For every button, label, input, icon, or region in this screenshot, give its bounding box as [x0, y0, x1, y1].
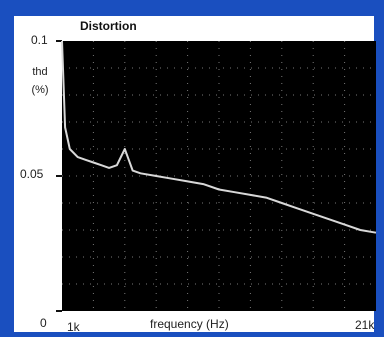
y-tick-label-0.1: 0.1 — [31, 33, 48, 47]
distortion-series-line — [61, 40, 377, 234]
chart-title: Distortion — [80, 19, 137, 33]
y-axis-label-line-2: (%) — [31, 84, 49, 96]
y-axis-label-line-1: thd — [32, 66, 48, 78]
x-tick-label-1k: 1k — [67, 320, 80, 334]
y-tick-label-0.05: 0.05 — [20, 167, 44, 181]
y-tick-label-0: 0 — [40, 316, 47, 330]
axis-layer — [56, 40, 62, 312]
x-axis-label: frequency (Hz) — [150, 317, 229, 331]
grid-layer — [62, 41, 376, 311]
x-tick-label-21k: 21k — [355, 318, 375, 332]
